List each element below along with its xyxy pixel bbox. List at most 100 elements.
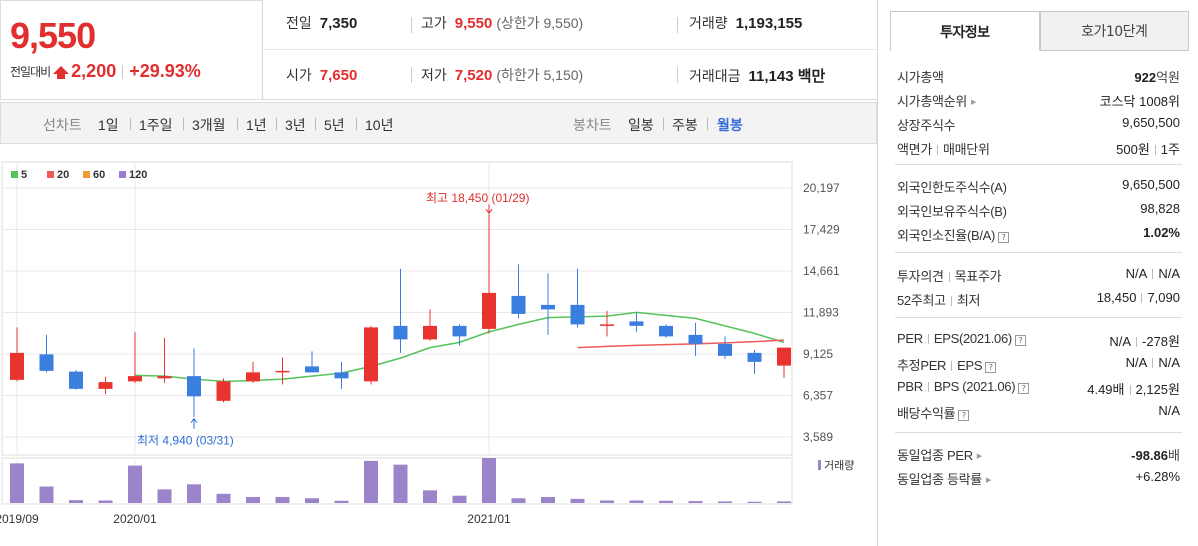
industry-rate-value: +6.28% — [1135, 469, 1180, 484]
volume-bar — [659, 500, 673, 503]
listed-shares-row: 상장주식수 9,650,500 — [895, 111, 1182, 135]
low-price: 저가 7,520 (하한가 5,150) — [421, 65, 583, 85]
foreign-hold-label: 외국인보유주식수(B) — [897, 204, 1007, 219]
est-per-row: 추정PER EPS? N/A N/A — [895, 351, 1182, 375]
foreign-rate-label: 외국인소진율(B/A)? — [897, 225, 1010, 244]
period-1w[interactable]: 1주일 — [139, 117, 173, 133]
volume-bar — [600, 500, 614, 503]
high-price: 고가 9,550 (상한가 9,550) — [421, 13, 583, 33]
volume-bar — [10, 463, 24, 503]
candle-body — [69, 371, 83, 389]
prev-close-label: 전일 — [286, 15, 312, 31]
candle-body — [570, 304, 585, 325]
low-annotation: 최저 4,940 (03/31) — [137, 434, 234, 448]
candle-body — [10, 352, 24, 380]
period-1d[interactable]: 1일 — [98, 117, 119, 133]
volume-bar — [275, 496, 290, 503]
candle-body — [511, 295, 526, 314]
help-icon[interactable]: ? — [985, 362, 997, 373]
period-10y[interactable]: 10년 — [365, 117, 394, 133]
help-icon[interactable]: ? — [1014, 335, 1026, 346]
period-5y[interactable]: 5년 — [324, 117, 345, 133]
low-arrow-icon — [190, 417, 198, 429]
lower-limit: (하한가 5,150) — [496, 67, 584, 83]
y-tick-label: 11,893 — [803, 306, 839, 320]
volume-bar — [777, 501, 791, 503]
industry-rate-link[interactable]: 동일업종 등락률 ▶ — [897, 472, 992, 487]
period-3m[interactable]: 3개월 — [192, 117, 226, 133]
foreign-rate-value: 1.02% — [1143, 225, 1180, 240]
diff-value: 2,200 — [71, 61, 117, 81]
candle-daily[interactable]: 일봉 — [628, 117, 654, 133]
legend-label: 20 — [57, 169, 69, 181]
pbr-row: PBR BPS (2021.06)? 4.49배 2,125원 — [895, 375, 1182, 399]
tab-invest-info[interactable]: 투자정보 — [890, 11, 1040, 51]
candle-monthly[interactable]: 월봉 — [717, 117, 743, 133]
pbr-value: 4.49배 2,125원 — [1087, 382, 1180, 397]
opinion-section: 투자의견 목표주가 N/A N/A 52주최고 최저 18,450 7,090 — [895, 262, 1182, 318]
high-label: 고가 — [421, 15, 447, 31]
y-tick-label: 6,357 — [803, 389, 833, 403]
candle-body — [39, 354, 54, 371]
legend-label: 60 — [93, 169, 105, 181]
y-tick-label: 17,429 — [803, 223, 840, 237]
per-value: N/A -278원 — [1109, 334, 1180, 349]
tab-order-book[interactable]: 호가10단계 — [1039, 11, 1189, 51]
x-tick-label: 2019/09 — [0, 512, 39, 526]
volume-bar — [364, 460, 378, 503]
high-arrow-icon — [485, 204, 493, 215]
market-cap-rank-link[interactable]: 시가총액순위 ▶ — [897, 94, 977, 109]
period-3y[interactable]: 3년 — [285, 117, 306, 133]
candle-body — [452, 325, 467, 337]
period-1y[interactable]: 1년 — [246, 117, 267, 133]
stock-chart: 20,197 17,429 14,661 11,893 9,125 6,357 3,589 5… — [0, 150, 877, 546]
candle-body — [600, 324, 614, 326]
candlestick-chart: 20,197 17,429 14,661 11,893 9,125 6,357 3,589 5… — [0, 161, 854, 526]
help-icon[interactable]: ? — [1018, 383, 1030, 394]
industry-per-link[interactable]: 동일업종 PER ▶ — [897, 448, 982, 463]
dividend-label: 배당수익률? — [897, 403, 970, 422]
volume-legend-label: 거래량 — [824, 459, 854, 472]
foreign-hold-value: 98,828 — [1140, 201, 1180, 216]
caret-right-icon: ▶ — [985, 477, 992, 484]
legend-label: 120 — [129, 169, 147, 181]
candle-body — [334, 372, 349, 379]
volume-plot-frame — [1, 457, 793, 505]
volume-bar — [246, 496, 260, 503]
amount-value: 11,143 백만 — [748, 68, 826, 85]
volume-bar — [334, 500, 349, 503]
per-label: PER EPS(2021.06)? — [897, 331, 1026, 346]
volume-bar — [216, 493, 231, 503]
upper-limit: (상한가 9,550) — [496, 15, 584, 31]
amount-label: 거래대금 — [689, 68, 741, 84]
industry-rate-row: 동일업종 등락률 ▶ +6.28% — [895, 465, 1182, 489]
help-icon[interactable]: ? — [998, 232, 1010, 243]
candle-chart-title: 봉차트 — [573, 117, 612, 133]
x-tick-label: 2020/01 — [113, 512, 157, 526]
candle-body — [305, 366, 319, 373]
52week-label: 52주최고 최저 — [897, 293, 981, 308]
candle-body — [98, 382, 113, 389]
listed-shares-value: 9,650,500 — [1122, 115, 1180, 130]
x-tick-label: 2021/01 — [467, 512, 511, 526]
price-plot-frame — [1, 161, 793, 456]
trade-amount: 거래대금 11,143 백만 — [689, 65, 825, 86]
volume-bar — [747, 501, 762, 503]
volume-bar — [305, 498, 319, 503]
52week-value: 18,450 7,090 — [1096, 290, 1180, 305]
open-price: 시가 7,650 — [286, 65, 357, 85]
candle-weekly[interactable]: 주봉 — [672, 117, 698, 133]
candle-body — [629, 321, 644, 326]
market-cap-label: 시가총액 — [897, 70, 944, 85]
volume-label: 거래량 — [689, 15, 728, 31]
candle-body — [541, 304, 555, 310]
help-icon[interactable]: ? — [958, 410, 970, 421]
candle-body — [747, 352, 762, 362]
ma20-line — [577, 339, 785, 349]
info-tabs: 투자정보 호가10단계 — [890, 11, 1189, 51]
volume-bar — [570, 498, 585, 503]
volume-bar — [482, 458, 496, 503]
52week-row: 52주최고 최저 18,450 7,090 — [895, 286, 1182, 310]
foreign-limit-row: 외국인한도주식수(A) 9,650,500 — [895, 173, 1182, 197]
invest-info-panel: 투자정보 호가10단계 시가총액 922억원 시가총액순위 ▶ 코스닥 1008위… — [877, 0, 1198, 546]
